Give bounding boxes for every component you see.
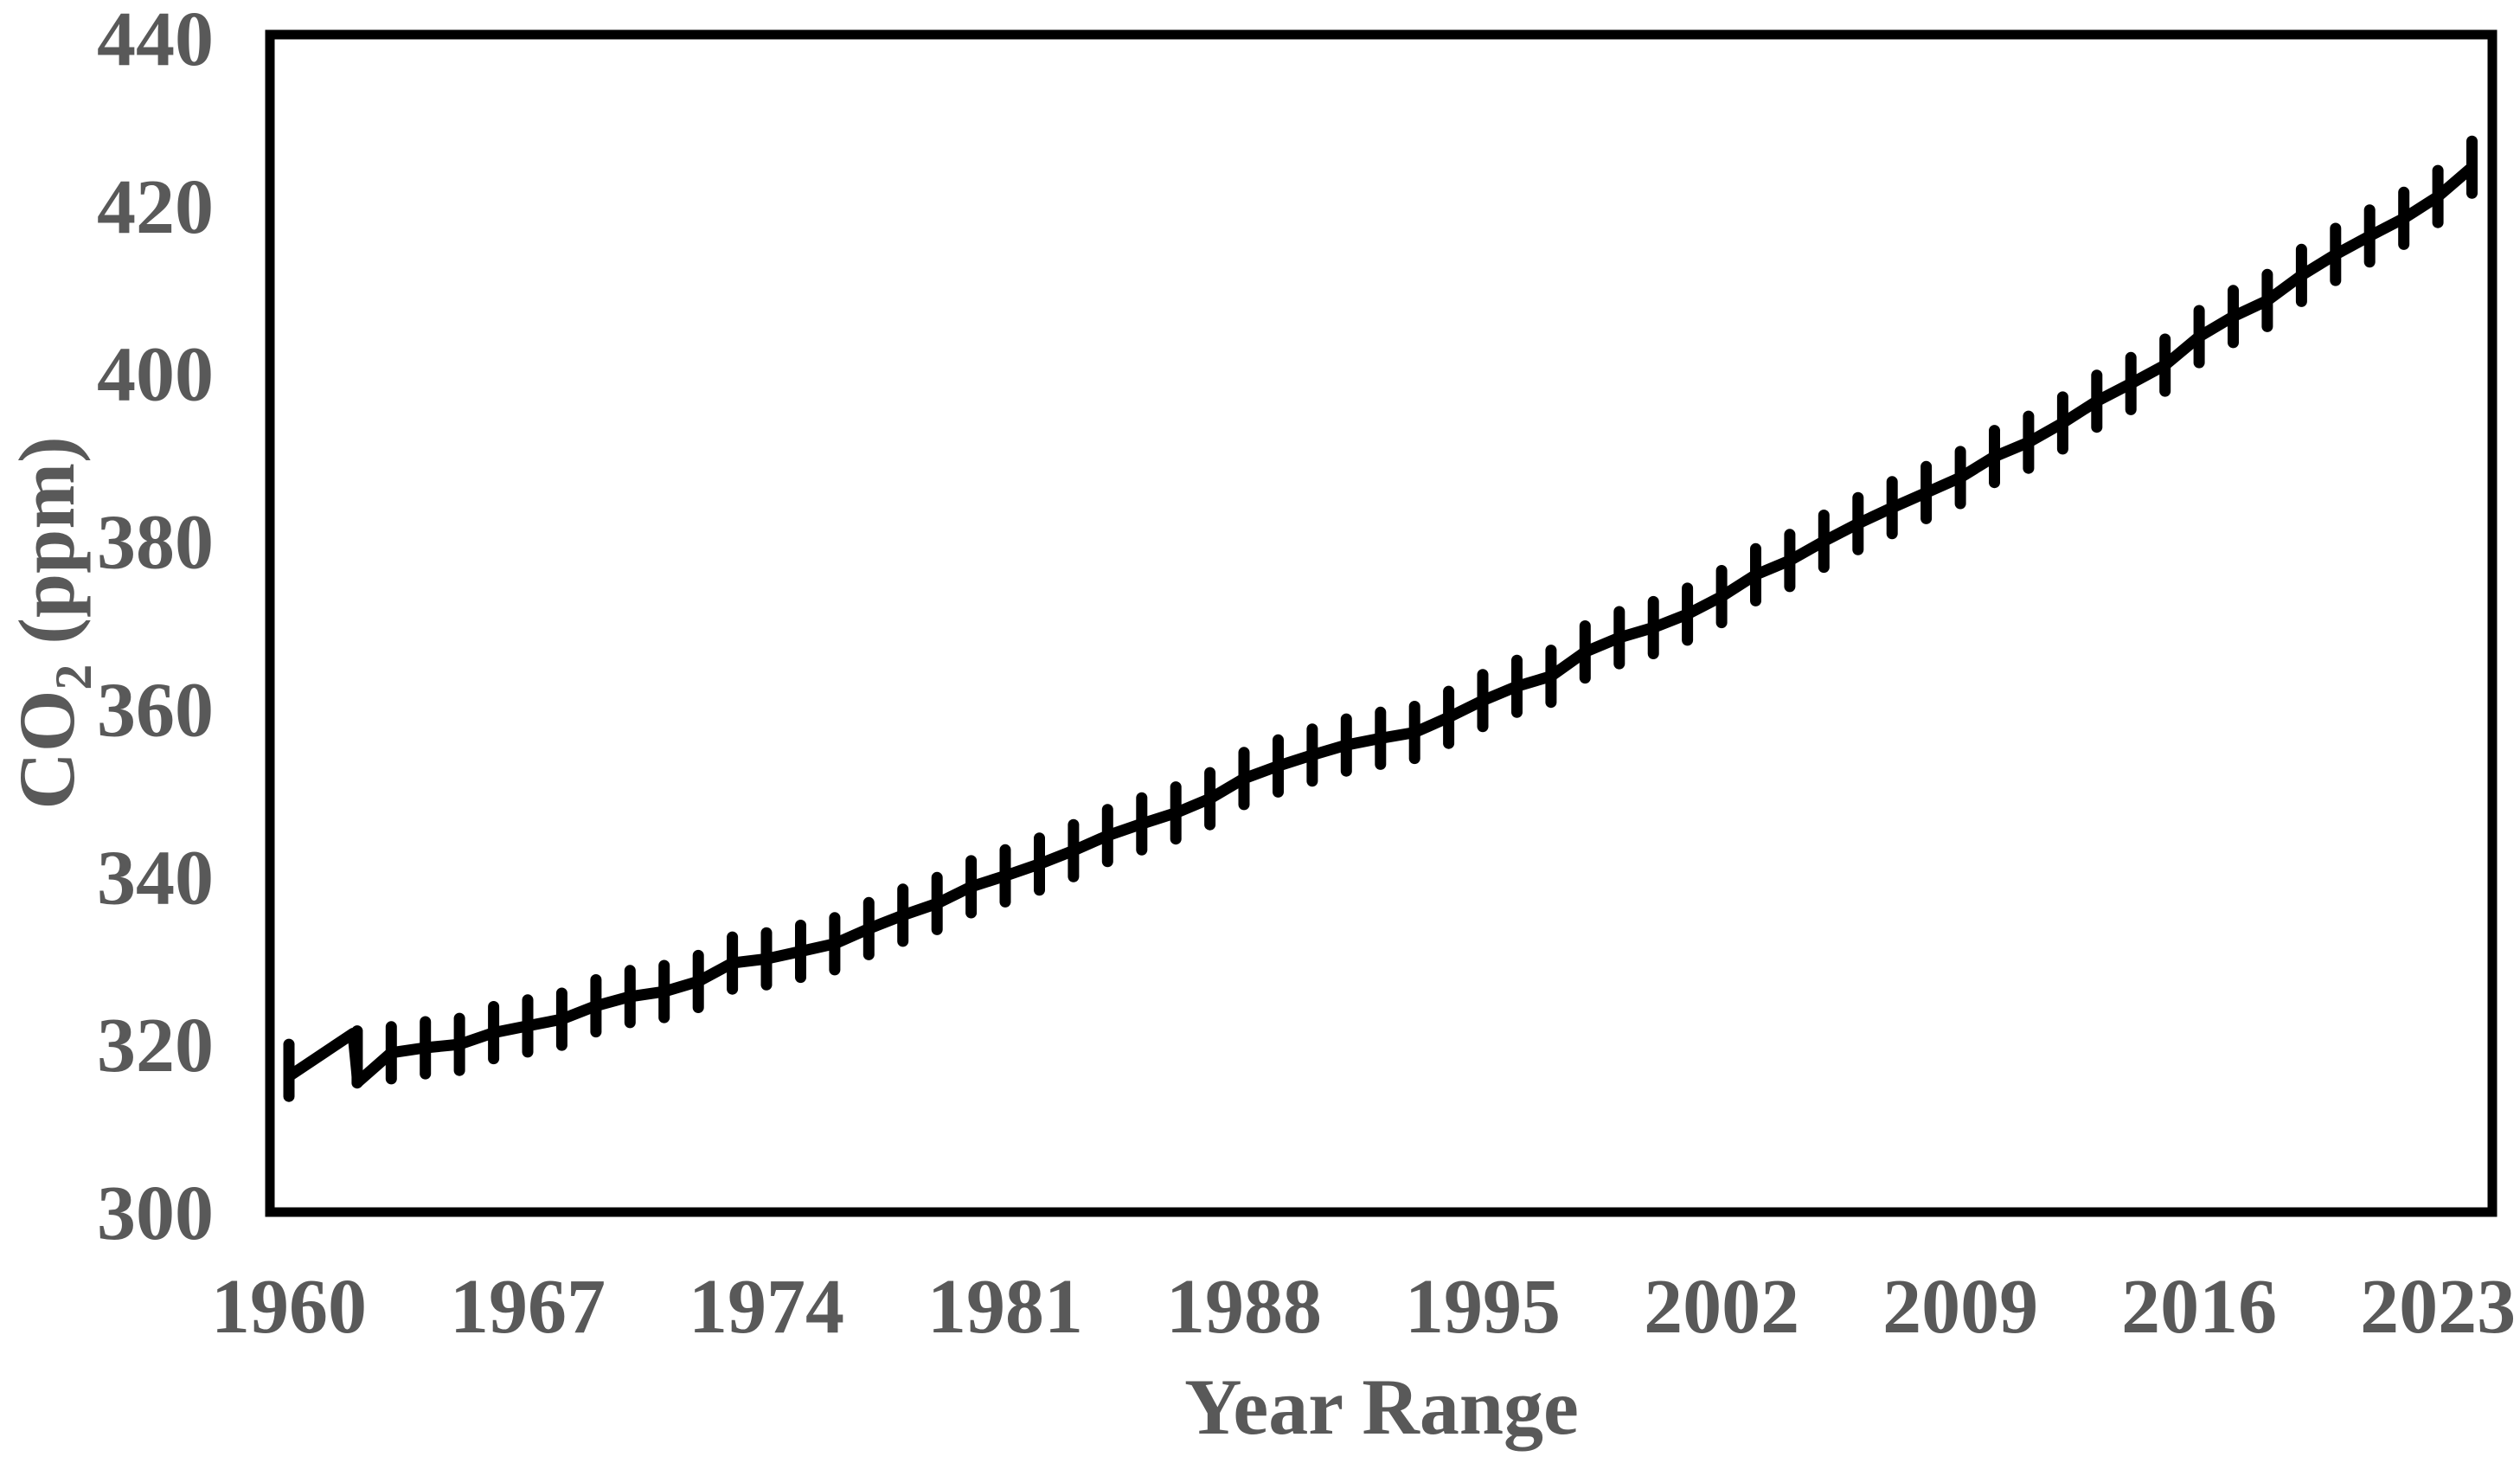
y-axis-title-suffix: (ppm) bbox=[3, 436, 91, 664]
x-axis-tick-labels: 1960 1967 1974 1981 1988 1995 2002 2009 2016 2023 bbox=[211, 1264, 2516, 1350]
x-tick-label-1981: 1981 bbox=[927, 1264, 1083, 1350]
y-tick-label-300: 300 bbox=[97, 1171, 214, 1256]
y-axis-title-prefix: CO bbox=[3, 690, 91, 810]
x-tick-label-1960: 1960 bbox=[211, 1264, 367, 1350]
plot-area bbox=[265, 29, 2498, 1217]
y-tick-label-420: 420 bbox=[97, 164, 214, 250]
co2-trend-line bbox=[283, 161, 2478, 1088]
y-tick-label-360: 360 bbox=[97, 667, 214, 753]
y-axis-title-subscript: 2 bbox=[45, 664, 102, 690]
y-tick-label-340: 340 bbox=[97, 835, 214, 921]
y-tick-label-440: 440 bbox=[97, 0, 214, 82]
x-tick-label-2002: 2002 bbox=[1644, 1264, 1799, 1350]
x-tick-label-1974: 1974 bbox=[689, 1264, 844, 1350]
x-tick-label-1995: 1995 bbox=[1405, 1264, 1561, 1350]
x-tick-label-1988: 1988 bbox=[1166, 1264, 1322, 1350]
x-tick-label-2016: 2016 bbox=[2121, 1264, 2277, 1350]
y-tick-label-380: 380 bbox=[97, 500, 214, 586]
y-tick-label-320: 320 bbox=[97, 1003, 214, 1088]
y-tick-label-400: 400 bbox=[97, 332, 214, 418]
x-tick-label-2009: 2009 bbox=[1882, 1264, 2038, 1350]
x-axis-title: Year Range bbox=[1184, 1363, 1579, 1451]
x-tick-label-1967: 1967 bbox=[450, 1264, 606, 1350]
x-tick-label-2023: 2023 bbox=[2360, 1264, 2516, 1350]
y-axis-tick-labels: 300 320 340 360 380 400 420 440 bbox=[97, 0, 214, 1256]
seasonal-range-bars bbox=[283, 135, 2478, 1102]
y-axis-title: CO2 (ppm) bbox=[3, 436, 102, 809]
